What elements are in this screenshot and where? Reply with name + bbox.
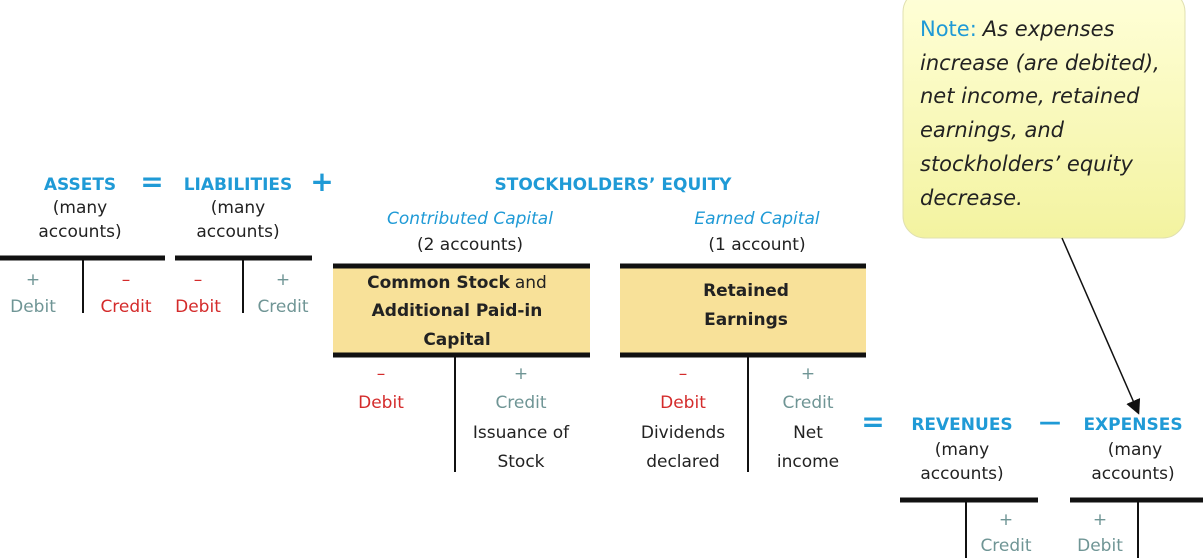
sign: +: [999, 510, 1013, 530]
account-name: Capital: [423, 330, 490, 350]
note-line: net income, retained: [920, 84, 1140, 108]
note-box: [902, 0, 1186, 239]
plus: +: [310, 165, 333, 198]
assets-title: ASSETS: [44, 175, 116, 195]
entry-note: declared: [646, 452, 720, 472]
earned-title: Earned Capital: [694, 209, 819, 229]
assets-sub: (many: [53, 198, 107, 218]
note-label: Note:: [920, 17, 977, 41]
debit: Debit: [358, 393, 404, 413]
account-name: Additional Paid-in: [372, 301, 543, 321]
note-arrow: [1061, 237, 1141, 415]
account-name: Common Stock and: [367, 273, 547, 293]
minus: —: [1039, 410, 1061, 435]
credit: Credit: [980, 536, 1031, 556]
sign: –: [377, 364, 386, 384]
sign: +: [801, 364, 815, 384]
sign: +: [26, 270, 40, 290]
liabilities-sub: (many: [211, 198, 265, 218]
liabilities-title: LIABILITIES: [184, 175, 293, 195]
note-line: As expenses: [981, 17, 1115, 41]
sign: +: [1093, 510, 1107, 530]
sign: –: [679, 364, 688, 384]
note-line: stockholders’ equity: [920, 152, 1134, 176]
account-name-word: and: [515, 273, 547, 293]
expenses-title: EXPENSES: [1083, 415, 1182, 435]
entry-note: Stock: [497, 452, 544, 472]
expenses-sub: (many: [1108, 440, 1162, 460]
credit: Credit: [782, 393, 833, 413]
debit: Debit: [1077, 536, 1123, 556]
account-box: [620, 265, 866, 355]
sign: +: [514, 364, 528, 384]
credit: Credit: [257, 297, 308, 317]
note-text: Note: As expenses: [920, 17, 1115, 41]
sign: –: [122, 270, 131, 290]
expenses-sub: accounts): [1091, 464, 1174, 484]
account-box: [333, 265, 590, 355]
entry-note: Net: [793, 423, 823, 443]
revenues-sub: accounts): [920, 464, 1003, 484]
entry-note: income: [777, 452, 839, 472]
assets-sub: accounts): [38, 222, 121, 242]
note-line: earnings, and: [920, 118, 1065, 142]
sign: –: [194, 270, 203, 290]
revenues-sub: (many: [935, 440, 989, 460]
account-name-bold: Common Stock: [367, 273, 510, 293]
equity-title: STOCKHOLDERS’ EQUITY: [495, 175, 733, 195]
entry-note: Issuance of: [473, 423, 570, 443]
entry-note: Dividends: [641, 423, 725, 443]
account-name: Retained: [703, 281, 789, 301]
equals: =: [140, 165, 163, 198]
contributed-title: Contributed Capital: [387, 209, 553, 229]
note-line: increase (are debited),: [920, 51, 1160, 75]
contributed-count: (2 accounts): [417, 235, 523, 255]
equals: =: [861, 405, 884, 438]
credit: Credit: [495, 393, 546, 413]
note-line: decrease.: [920, 186, 1023, 210]
sign: +: [276, 270, 290, 290]
credit: Credit: [100, 297, 151, 317]
earned-count: (1 account): [708, 235, 805, 255]
revenues-title: REVENUES: [911, 415, 1012, 435]
liabilities-sub: accounts): [196, 222, 279, 242]
debit: Debit: [10, 297, 56, 317]
debit: Debit: [660, 393, 706, 413]
debit: Debit: [175, 297, 221, 317]
account-name: Earnings: [704, 310, 788, 330]
